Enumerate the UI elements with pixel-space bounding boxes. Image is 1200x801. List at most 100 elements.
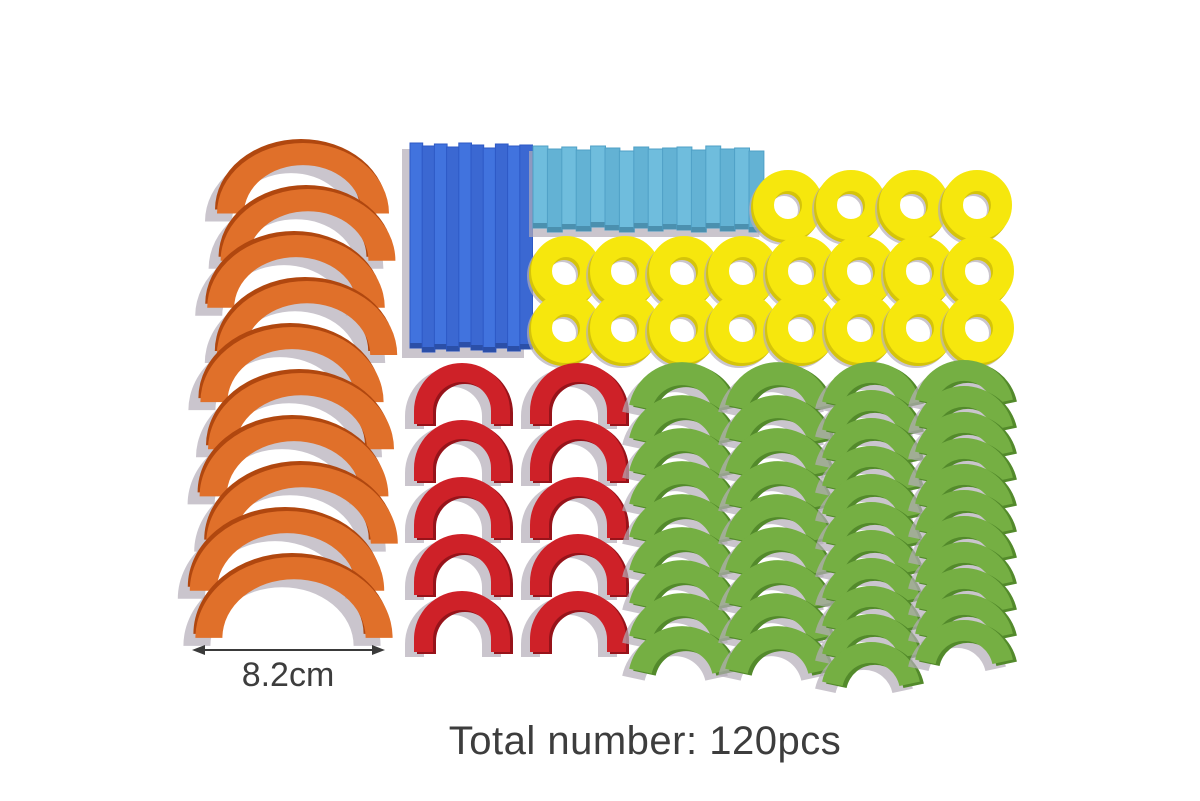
red-arch	[530, 420, 626, 481]
green-arch	[725, 593, 831, 641]
cyan-stick-end	[547, 227, 563, 232]
orange-arch	[200, 327, 384, 403]
yellow-ring	[708, 236, 778, 306]
yellow-rings-group	[527, 170, 1014, 368]
green-arch	[822, 614, 920, 658]
cyan-stick-end	[561, 224, 577, 229]
green-arch	[822, 642, 920, 686]
yellow-ring	[942, 170, 1012, 240]
yellow-ring	[708, 293, 778, 363]
green-arch	[822, 418, 920, 462]
cyan-stick-end	[720, 226, 736, 231]
yellow-ring	[649, 236, 719, 306]
cyan-stick-end	[662, 224, 678, 229]
yellow-ring	[590, 293, 660, 363]
cyan-stick	[662, 147, 678, 230]
orange-arch	[189, 511, 385, 591]
yellow-ring	[531, 293, 601, 363]
green-arches-group	[622, 360, 1017, 693]
green-arch	[822, 390, 920, 434]
blue-stick-end	[410, 343, 423, 348]
cyan-stick	[647, 148, 664, 232]
blue-stick	[482, 147, 497, 353]
total-count-label: Total number: 120pcs	[448, 719, 842, 763]
cyan-stick	[734, 147, 750, 230]
cyan-stick-end	[576, 226, 592, 231]
blue-stick-end	[422, 347, 435, 352]
cyan-stick-end	[648, 226, 664, 231]
orange-arch	[207, 235, 385, 308]
green-arch	[629, 362, 735, 410]
blue-stick-end	[471, 345, 484, 350]
blue-stick	[494, 143, 509, 349]
yellow-ring	[826, 236, 896, 306]
green-arch	[725, 395, 831, 443]
cyan-stick-end	[691, 227, 707, 232]
blue-stick-group	[402, 142, 533, 358]
yellow-ring	[885, 236, 955, 306]
cyan-stick-end	[705, 223, 721, 228]
blue-stick	[446, 146, 460, 352]
green-arch	[725, 428, 831, 476]
green-arch	[629, 626, 735, 674]
green-arch	[725, 461, 831, 509]
green-arch	[915, 620, 1013, 664]
arrowhead-left	[192, 645, 205, 655]
orange-arches-group	[177, 138, 398, 646]
green-arch	[822, 474, 920, 518]
green-arch	[725, 560, 831, 608]
cyan-stick	[604, 147, 621, 231]
cyan-stick	[633, 146, 650, 229]
cyan-stick	[532, 145, 549, 229]
orange-arch	[216, 280, 398, 355]
blue-stick	[409, 142, 424, 349]
yellow-ring	[944, 236, 1014, 306]
green-arch	[822, 446, 920, 490]
yellow-ring	[767, 236, 837, 306]
green-arch	[629, 593, 735, 641]
green-arch	[725, 494, 831, 542]
green-arch	[629, 527, 735, 575]
green-arch	[822, 502, 920, 546]
red-arch	[530, 534, 626, 595]
green-arch	[629, 428, 735, 476]
dimension-label: 8.2cm	[241, 656, 335, 694]
green-arch	[629, 395, 735, 443]
cyan-stick-end	[734, 224, 750, 229]
cyan-stick	[575, 149, 592, 232]
cyan-stick-group	[529, 145, 765, 237]
cyan-stick-end	[590, 222, 606, 227]
blue-stick-end	[495, 343, 509, 348]
orange-arch	[217, 143, 389, 214]
yellow-ring	[649, 293, 719, 363]
blue-stick	[507, 145, 521, 352]
red-arch	[530, 591, 626, 652]
red-arch	[414, 534, 510, 595]
arrowhead-right	[372, 645, 385, 655]
yellow-ring	[753, 170, 823, 240]
yellow-ring	[885, 293, 955, 363]
red-arches-group	[405, 363, 629, 657]
green-arch	[725, 362, 831, 410]
yellow-ring	[590, 236, 660, 306]
blue-stick-end	[458, 342, 472, 347]
cyan-stick-end	[619, 227, 635, 232]
blue-stick	[421, 145, 436, 353]
yellow-ring	[826, 293, 896, 363]
cyan-stick-end	[677, 225, 692, 230]
cyan-stick-end	[533, 223, 548, 228]
red-arch	[414, 420, 510, 481]
blue-stick	[433, 143, 448, 350]
dimension-arrow	[192, 645, 385, 655]
cyan-stick	[590, 145, 606, 228]
green-arch	[629, 494, 735, 542]
green-arch	[822, 586, 920, 630]
yellow-ring	[944, 293, 1014, 363]
orange-arch	[195, 557, 393, 638]
cyan-stick	[719, 148, 736, 232]
red-arch	[414, 591, 510, 652]
blue-stick-end	[507, 346, 521, 351]
cyan-stick	[546, 148, 563, 233]
green-arch	[725, 626, 831, 674]
